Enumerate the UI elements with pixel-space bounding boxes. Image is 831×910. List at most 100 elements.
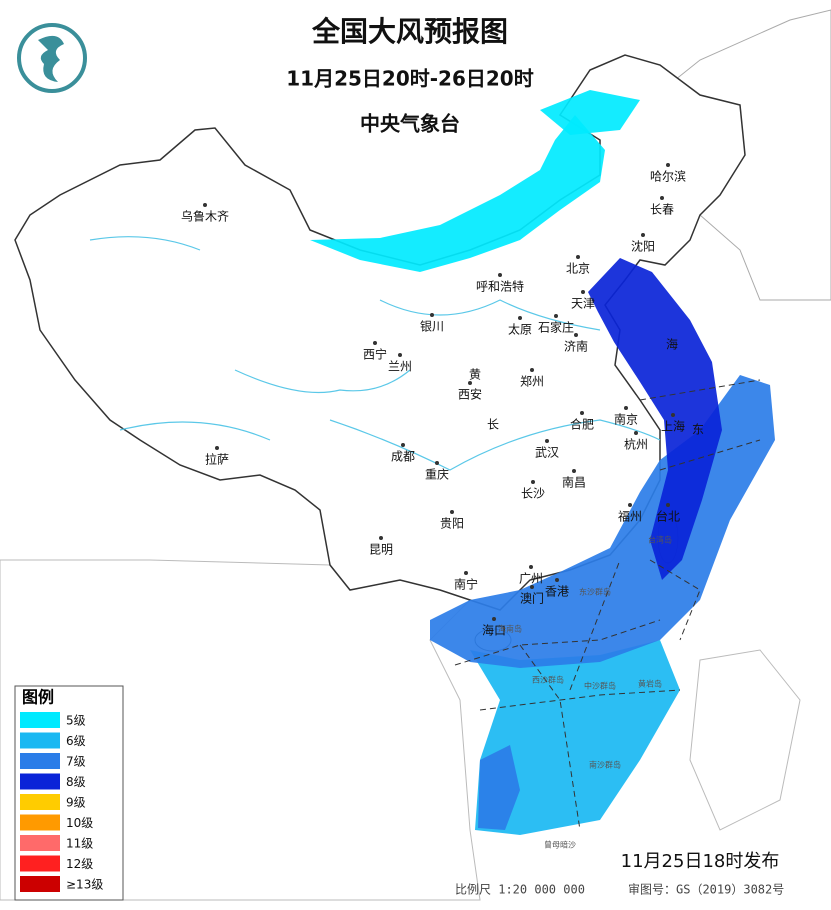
city-label: 西安 — [458, 387, 482, 402]
wind-area — [588, 258, 722, 580]
scale: 比例尺 1:20 000 000 — [455, 883, 585, 897]
city-dot — [518, 316, 522, 320]
city-dot — [545, 439, 549, 443]
wind-area — [478, 745, 520, 830]
legend: 图例 5级 6级 7级 8级 9级 10级 11级 12级 ≥13级 — [14, 685, 124, 901]
logo-mark — [38, 35, 64, 82]
city-dot — [450, 510, 454, 514]
city-dot — [530, 585, 534, 589]
place-label: 海南岛 — [498, 624, 522, 634]
city-label: 台北 — [656, 509, 680, 524]
legend-label: 10级 — [66, 816, 93, 830]
city-dot — [430, 313, 434, 317]
place-label: 海 — [666, 337, 678, 352]
city-dot — [215, 446, 219, 450]
city-dot — [464, 571, 468, 575]
wind-area — [540, 90, 640, 135]
city-label: 南宁 — [454, 577, 478, 592]
city-dot — [203, 203, 207, 207]
city-label: 广州 — [519, 572, 543, 586]
legend-label: 7级 — [66, 755, 86, 769]
city-label: 武汉 — [535, 446, 559, 460]
city-dot — [435, 461, 439, 465]
city-label: 长沙 — [521, 487, 545, 501]
legend-swatch — [20, 835, 60, 851]
city-dot — [554, 314, 558, 318]
legend-label: ≥13级 — [66, 878, 103, 892]
legend-swatch — [20, 773, 60, 790]
issue-time: 11月25日18时发布 — [621, 851, 780, 872]
city-dot — [373, 341, 377, 345]
city-label: 昆明 — [369, 543, 393, 557]
city-dot — [666, 163, 670, 167]
legend-label: 5级 — [66, 714, 86, 728]
place-label: 西沙群岛 — [532, 675, 564, 685]
city-label: 北京 — [566, 262, 590, 276]
city-dot — [398, 353, 402, 357]
legend-label: 8级 — [66, 775, 86, 789]
issuer: 中央气象台 — [360, 112, 460, 136]
city-label: 杭州 — [624, 437, 648, 452]
period: 11月25日20时-26日20时 — [286, 67, 533, 91]
city-dot — [634, 431, 638, 435]
place-label: 台湾岛 — [648, 535, 672, 545]
legend-label: 9级 — [66, 796, 86, 810]
legend-swatch — [20, 876, 60, 892]
city-label: 沈阳 — [631, 239, 655, 254]
legend-label: 11级 — [66, 837, 93, 851]
city-dot — [530, 368, 534, 372]
city-dot — [492, 617, 496, 621]
legend-swatch — [20, 814, 60, 831]
city-label: 兰州 — [388, 360, 412, 374]
place-label: 东 — [692, 423, 704, 437]
city-label: 拉萨 — [205, 452, 229, 467]
city-label: 济南 — [564, 339, 588, 354]
legend-label: 6级 — [66, 734, 86, 748]
city-label: 成都 — [391, 450, 415, 464]
rivers — [89, 236, 661, 471]
city-label: 郑州 — [520, 374, 544, 389]
city-label: 重庆 — [425, 468, 449, 482]
city-label: 澳门 — [520, 591, 544, 606]
city-dot — [498, 273, 502, 277]
neighbor-land — [689, 649, 801, 831]
city-label: 南昌 — [562, 475, 586, 490]
city-label: 天津 — [571, 297, 595, 311]
legend-swatch — [20, 794, 60, 810]
city-label: 上海 — [661, 419, 685, 434]
city-label: 海口 — [482, 623, 506, 638]
city-dot — [531, 480, 535, 484]
city-dot — [529, 565, 533, 569]
city-dot — [555, 578, 559, 582]
city-label: 长春 — [650, 203, 674, 217]
city-dot — [641, 233, 645, 237]
approval: 审图号：GS（2019）3082号 — [628, 882, 784, 897]
legend-swatch — [20, 753, 60, 769]
place-label: 黄岩岛 — [638, 679, 662, 689]
place-label: 中沙群岛 — [584, 681, 616, 691]
place-label: 长 — [487, 418, 499, 432]
legend-swatch — [20, 855, 60, 872]
city-label: 南京 — [614, 412, 638, 427]
city-label: 石家庄 — [538, 320, 574, 335]
china-land — [14, 54, 746, 611]
city-label: 贵阳 — [440, 517, 464, 531]
city-dot — [572, 469, 576, 473]
title: 全国大风预报图 — [311, 15, 508, 48]
city-label: 呼和浩特 — [476, 279, 524, 294]
city-dot — [624, 406, 628, 410]
place-label: 南沙群岛 — [589, 760, 621, 770]
legend-label: 12级 — [66, 857, 93, 871]
sea-lines — [454, 379, 761, 831]
city-label: 西宁 — [363, 347, 387, 362]
city-dot — [581, 290, 585, 294]
place-label: 黄 — [469, 368, 481, 382]
city-label: 福州 — [618, 509, 642, 524]
place-label: 东沙群岛 — [579, 587, 611, 597]
city-dot — [671, 413, 675, 417]
wind-area — [470, 640, 680, 835]
city-label: 哈尔滨 — [650, 169, 686, 184]
city-dot — [401, 443, 405, 447]
